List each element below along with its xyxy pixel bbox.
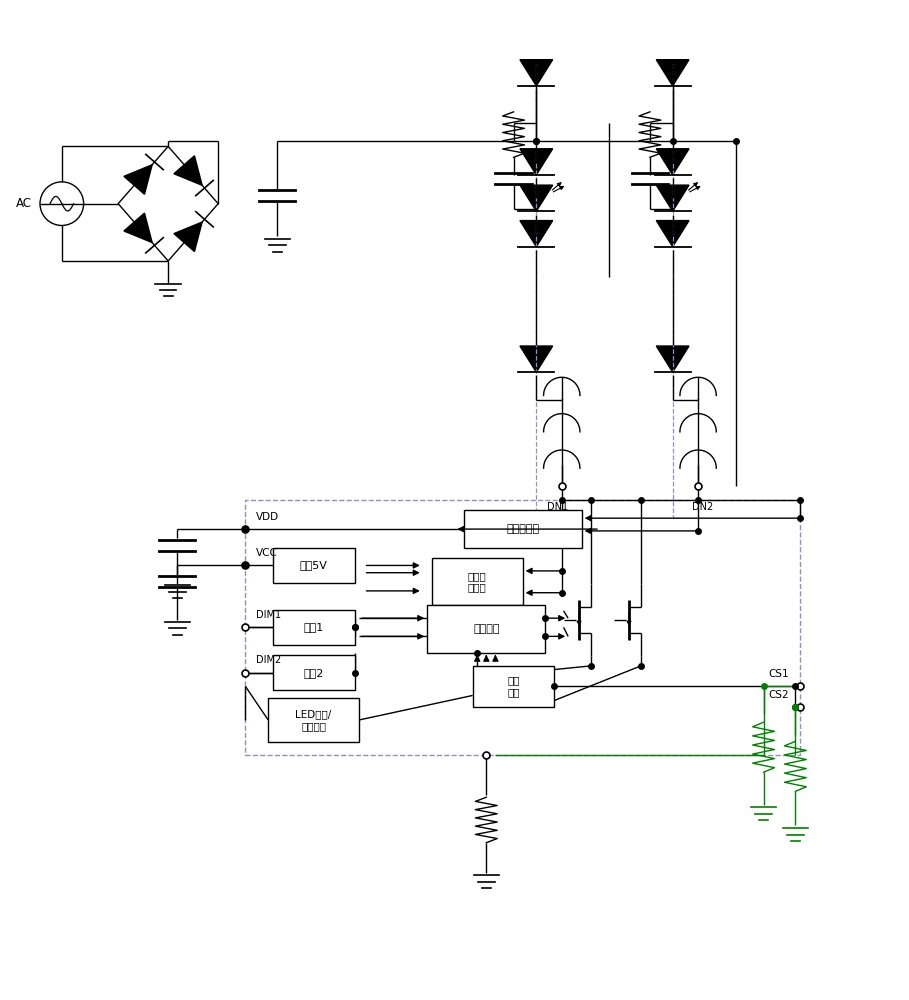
Bar (432, 558, 523, 605)
Polygon shape (656, 185, 689, 211)
Bar (464, 510, 582, 548)
Text: 调光2: 调光2 (304, 668, 324, 678)
Polygon shape (520, 60, 553, 86)
Text: AC: AC (15, 197, 32, 210)
Bar (273, 548, 355, 583)
Bar (245, 500, 800, 755)
Polygon shape (520, 221, 553, 247)
Polygon shape (174, 156, 202, 185)
Text: 高压转低压: 高压转低压 (506, 524, 539, 534)
Text: LED开路/
短路保护: LED开路/ 短路保护 (295, 709, 332, 731)
Text: CS2: CS2 (768, 690, 789, 700)
Text: DN2: DN2 (692, 502, 714, 512)
Text: 调光1: 调光1 (304, 622, 324, 632)
Polygon shape (174, 222, 202, 252)
Polygon shape (520, 185, 553, 211)
Text: 开关控制: 开关控制 (473, 624, 500, 634)
Polygon shape (656, 346, 689, 372)
Text: CS1: CS1 (768, 669, 789, 679)
Polygon shape (520, 346, 553, 372)
Bar (273, 655, 355, 690)
Text: VDD: VDD (256, 512, 279, 522)
Polygon shape (124, 165, 152, 194)
Bar (427, 605, 545, 653)
Text: 产生5V: 产生5V (300, 560, 327, 570)
Text: DN1: DN1 (546, 502, 568, 512)
Text: 退磁时
间检测: 退磁时 间检测 (468, 571, 486, 593)
Bar (473, 666, 554, 707)
Polygon shape (656, 221, 689, 247)
Bar (273, 610, 355, 645)
Text: DIM1: DIM1 (256, 610, 282, 620)
Bar (268, 698, 359, 742)
Text: VCC: VCC (256, 548, 278, 558)
Polygon shape (124, 213, 152, 243)
Polygon shape (520, 149, 553, 175)
Text: DIM2: DIM2 (256, 655, 282, 665)
Polygon shape (656, 149, 689, 175)
Text: 峰值
检测: 峰值 检测 (507, 676, 520, 697)
Polygon shape (656, 60, 689, 86)
